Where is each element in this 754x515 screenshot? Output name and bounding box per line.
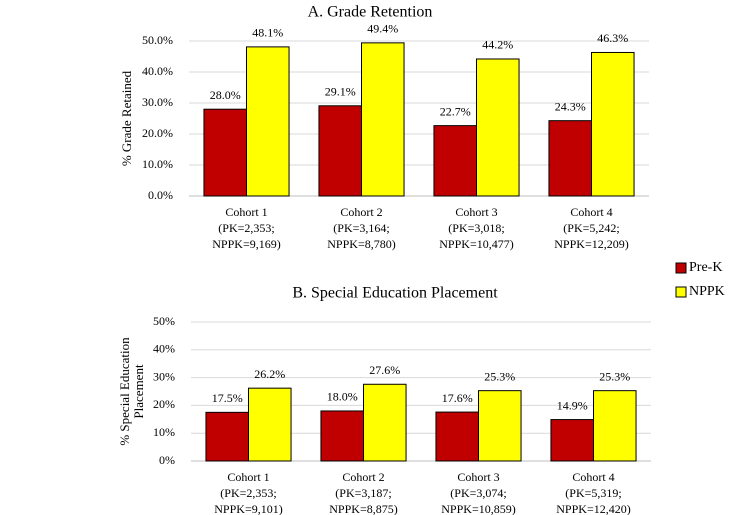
bar [361, 42, 405, 197]
y-axis-label-line: Placement [131, 364, 146, 419]
bar [591, 51, 635, 197]
x-tick-label: NPPK=8,780) [327, 237, 395, 251]
value-label: 25.3% [484, 369, 515, 383]
bar [205, 411, 249, 462]
y-tick-label: 10% [153, 425, 175, 439]
x-tick-label: Cohort 1 [225, 205, 267, 219]
y-tick-label: 30.0% [142, 95, 173, 109]
y-tick-label: 20.0% [142, 126, 173, 140]
value-label: 18.0% [327, 390, 358, 404]
x-tick-label: Cohort 2 [342, 470, 384, 484]
x-tick-label: NPPK=12,209) [554, 237, 628, 251]
x-tick-label: (PK=2,353; [220, 486, 276, 500]
bar [550, 419, 595, 462]
y-tick-label: 0.0% [148, 188, 173, 202]
chart-title: B. Special Education Placement [292, 285, 498, 302]
value-label: 48.1% [252, 26, 283, 40]
value-label: 14.9% [557, 398, 588, 412]
y-tick-label: 0% [159, 453, 175, 467]
x-tick-label: NPPK=8,875) [329, 502, 397, 515]
bar [593, 390, 637, 462]
bar [320, 410, 365, 462]
x-tick-label: (PK=5,242; [563, 221, 619, 235]
x-tick-label: (PK=5,319; [565, 486, 621, 500]
value-label: 26.2% [254, 367, 285, 381]
legend-swatch [675, 262, 687, 274]
y-tick-label: 20% [153, 397, 175, 411]
value-label: 49.4% [367, 22, 398, 36]
value-label: 46.3% [597, 31, 628, 45]
x-tick-label: NPPK=10,859) [441, 502, 515, 515]
bar [246, 46, 290, 197]
legend-swatch [675, 286, 687, 298]
chart-title: A. Grade Retention [308, 4, 433, 21]
x-tick-label: (PK=3,074; [450, 486, 506, 500]
x-tick-label: NPPK=10,477) [439, 237, 513, 251]
value-label: 17.5% [212, 391, 243, 405]
x-tick-label: NPPK=9,101) [214, 502, 282, 515]
bar [203, 108, 247, 197]
value-label: 25.3% [599, 369, 630, 383]
bar [318, 105, 363, 197]
bar [363, 383, 407, 462]
value-label: 29.1% [325, 85, 356, 99]
x-tick-label: (PK=3,164; [333, 221, 389, 235]
x-tick-label: (PK=3,187; [335, 486, 391, 500]
x-tick-label: NPPK=9,169) [212, 237, 280, 251]
bar [435, 411, 480, 462]
y-axis-label-line: % Grade Retained [119, 70, 134, 166]
y-axis-label: % Special EducationPlacement [117, 337, 146, 446]
y-tick-label: 50% [153, 314, 175, 328]
y-tick-label: 40.0% [142, 64, 173, 78]
value-label: 44.2% [482, 38, 513, 52]
value-label: 24.3% [555, 99, 586, 113]
x-tick-label: (PK=2,353; [218, 221, 274, 235]
legend-label: Pre-K [689, 260, 722, 275]
x-tick-label: Cohort 3 [457, 470, 499, 484]
y-tick-label: 50.0% [142, 33, 173, 47]
x-tick-label: NPPK=12,420) [556, 502, 630, 515]
y-axis-label: % Grade Retained [119, 70, 134, 166]
x-tick-label: Cohort 4 [572, 470, 614, 484]
legend-label: NPPK [689, 284, 725, 299]
y-axis-label-line: % Special Education [117, 337, 132, 446]
bar [248, 387, 292, 462]
bar [476, 58, 520, 197]
bar [433, 125, 478, 197]
value-label: 27.6% [369, 363, 400, 377]
value-label: 22.7% [440, 104, 471, 118]
bar [478, 390, 522, 462]
bar [548, 120, 593, 197]
x-tick-label: Cohort 2 [340, 205, 382, 219]
y-tick-label: 10.0% [142, 157, 173, 171]
x-tick-label: Cohort 1 [227, 470, 269, 484]
x-tick-label: Cohort 3 [455, 205, 497, 219]
value-label: 17.6% [442, 391, 473, 405]
x-tick-label: (PK=3,018; [448, 221, 504, 235]
x-tick-label: Cohort 4 [570, 205, 612, 219]
y-tick-label: 30% [153, 369, 175, 383]
y-tick-label: 40% [153, 342, 175, 356]
value-label: 28.0% [210, 88, 241, 102]
